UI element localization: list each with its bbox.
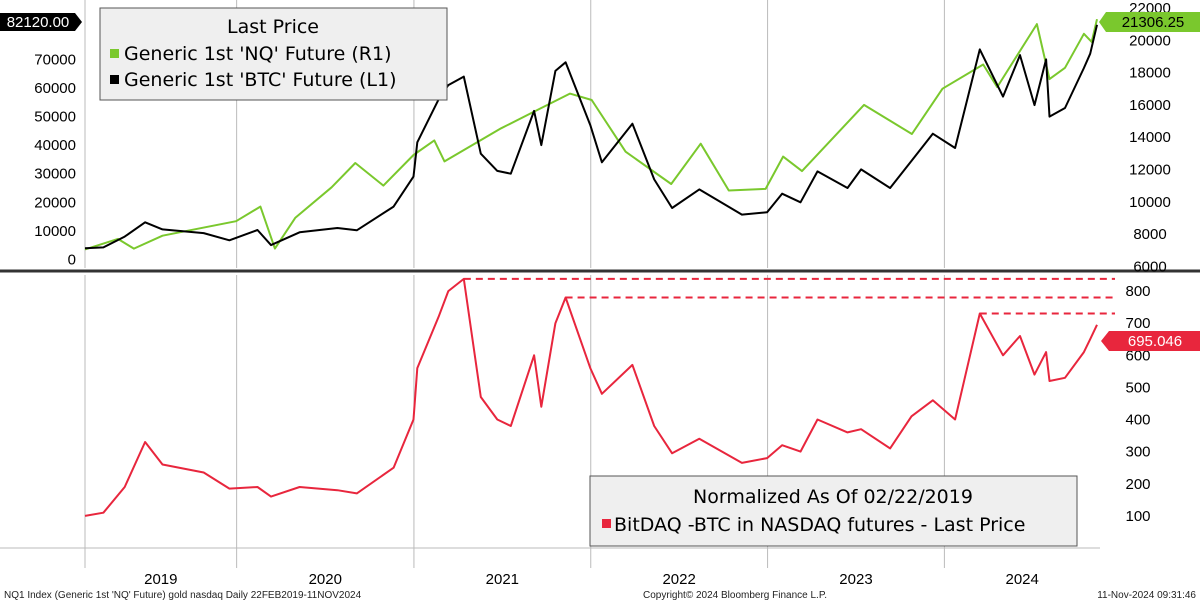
year-label: 2020 bbox=[309, 571, 342, 588]
year-label: 2019 bbox=[144, 571, 177, 588]
bitdaq-legend-swatch bbox=[602, 519, 611, 528]
right-axis-tick-label: 20000 bbox=[1129, 32, 1171, 49]
year-label: 2021 bbox=[486, 571, 519, 588]
right-axis-tick-label: 14000 bbox=[1129, 129, 1171, 146]
btc-future-line bbox=[84, 24, 1098, 250]
footer-copyright: Copyright© 2024 Bloomberg Finance L.P. bbox=[643, 590, 827, 601]
nq-legend-swatch bbox=[110, 49, 119, 58]
nq-future-line bbox=[84, 18, 1098, 251]
bitdaq-last-value-badge: 695.046 bbox=[1101, 331, 1200, 351]
left-axis-tick-label: 20000 bbox=[34, 194, 76, 211]
left-axis-tick-label: 70000 bbox=[34, 51, 76, 68]
right-axis-ticks-bottom: 100 200 300 400 500 600 700 800 bbox=[1125, 283, 1150, 525]
right-axis-ticks-top: 6000800010000120001400016000180002000022… bbox=[1129, 0, 1171, 275]
right-axis-tick-label: 12000 bbox=[1129, 161, 1171, 178]
left-axis-tick-label: 50000 bbox=[34, 109, 76, 126]
nq-last-value-badge: 21306.25 bbox=[1099, 12, 1200, 32]
bottom-axis-tick-label: 700 bbox=[1125, 315, 1150, 332]
bottom-axis-tick-label: 100 bbox=[1125, 508, 1150, 525]
top-panel-series bbox=[84, 18, 1098, 251]
bottom-axis-tick-label: 200 bbox=[1125, 476, 1150, 493]
btc-legend-swatch bbox=[110, 75, 119, 84]
bottom-axis-tick-label: 500 bbox=[1125, 379, 1150, 396]
bottom-legend-title: Normalized As Of 02/22/2019 bbox=[693, 486, 973, 508]
year-label: 2024 bbox=[1006, 571, 1039, 588]
footer-timestamp: 11-Nov-2024 09:31:46 bbox=[1097, 590, 1196, 601]
left-axis-tick-label: 40000 bbox=[34, 137, 76, 154]
year-label: 2022 bbox=[662, 571, 695, 588]
svg-text:82120.00: 82120.00 bbox=[7, 14, 70, 31]
nq-legend-label: Generic 1st 'NQ' Future (R1) bbox=[124, 43, 392, 65]
year-label: 2023 bbox=[839, 571, 872, 588]
bitdaq-legend-label: BitDAQ -BTC in NASDAQ futures - Last Pri… bbox=[614, 514, 1025, 536]
year-labels: 2019 2020 2021 2022 2023 2024 bbox=[144, 571, 1039, 588]
left-axis-tick-label: 10000 bbox=[34, 223, 76, 240]
right-axis-tick-label: 6000 bbox=[1133, 258, 1166, 275]
left-axis-ticks: 0 10000 20000 30000 40000 50000 60000 70000 bbox=[34, 51, 76, 268]
bottom-axis-tick-label: 800 bbox=[1125, 283, 1150, 300]
footer-left: NQ1 Index (Generic 1st 'NQ' Future) gold… bbox=[4, 590, 362, 601]
top-legend: Last Price Generic 1st 'NQ' Future (R1) … bbox=[99, 7, 448, 101]
right-axis-tick-label: 8000 bbox=[1133, 226, 1166, 243]
bitdaq-ratio-line bbox=[84, 277, 1098, 517]
left-axis-tick-label: 30000 bbox=[34, 166, 76, 183]
bottom-legend: Normalized As Of 02/22/2019 BitDAQ -BTC … bbox=[589, 475, 1078, 547]
left-axis-tick-label: 60000 bbox=[34, 80, 76, 97]
bottom-axis-tick-label: 300 bbox=[1125, 444, 1150, 461]
top-legend-title: Last Price bbox=[227, 16, 319, 38]
btc-last-value-badge: 82120.00 bbox=[0, 13, 82, 31]
bottom-axis-tick-label: 600 bbox=[1125, 347, 1150, 364]
right-axis-tick-label: 16000 bbox=[1129, 97, 1171, 114]
left-axis-tick-label: 0 bbox=[68, 251, 76, 268]
bottom-panel-series bbox=[84, 277, 1098, 517]
right-axis-tick-label: 18000 bbox=[1129, 65, 1171, 82]
svg-text:21306.25: 21306.25 bbox=[1122, 14, 1185, 31]
svg-text:695.046: 695.046 bbox=[1128, 333, 1182, 350]
bottom-axis-tick-label: 400 bbox=[1125, 412, 1150, 429]
right-axis-tick-label: 10000 bbox=[1129, 194, 1171, 211]
btc-legend-label: Generic 1st 'BTC' Future (L1) bbox=[124, 69, 397, 91]
reference-lines bbox=[463, 277, 1115, 315]
